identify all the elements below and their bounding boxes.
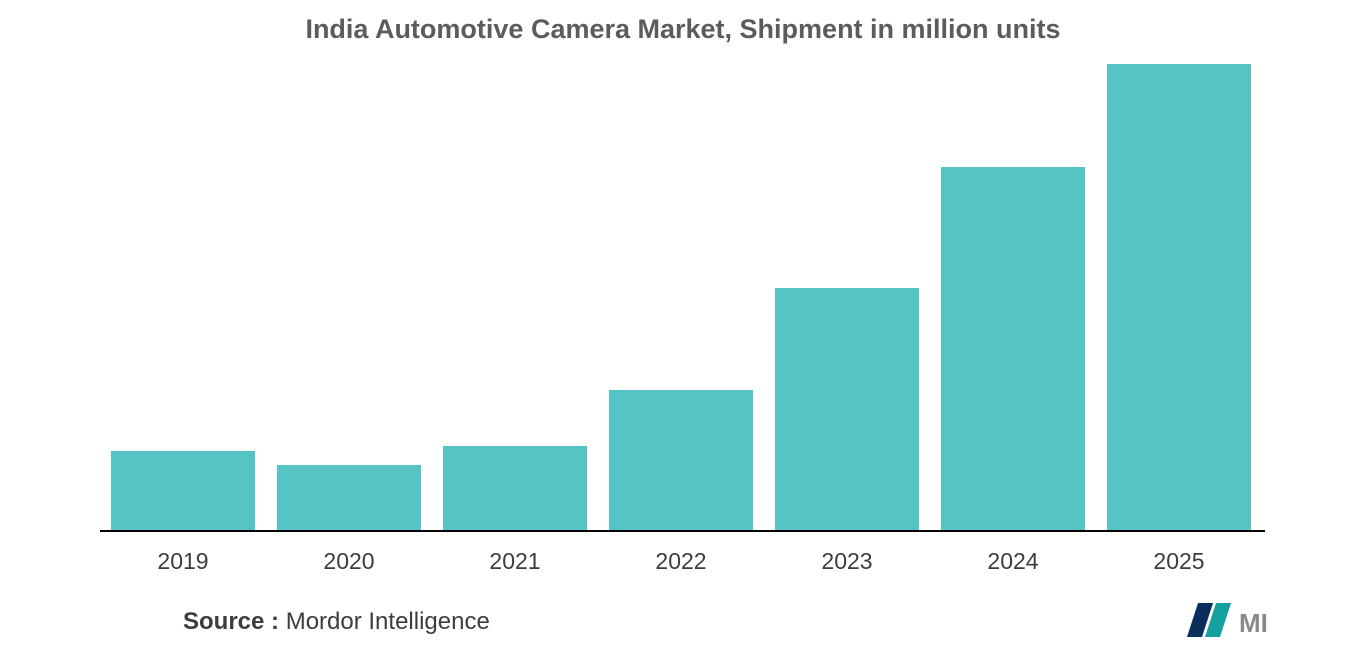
source-label: Source : <box>183 608 279 635</box>
xlabel-2022: 2022 <box>609 548 753 575</box>
chart-container: India Automotive Camera Market, Shipment… <box>0 0 1366 655</box>
chart-title: India Automotive Camera Market, Shipment… <box>0 14 1366 45</box>
source-attribution: Source : Mordor Intelligence <box>183 608 490 636</box>
plot-area <box>100 64 1265 530</box>
xlabel-2020: 2020 <box>277 548 421 575</box>
xlabel-2021: 2021 <box>443 548 587 575</box>
bar-2023 <box>775 288 919 530</box>
bar-2025 <box>1107 64 1251 530</box>
xlabel-2024: 2024 <box>941 548 1085 575</box>
bar-2024 <box>941 167 1085 530</box>
logo-text: MI <box>1239 608 1268 638</box>
bar-2021 <box>443 446 587 530</box>
mordor-logo: MI <box>1181 600 1271 640</box>
bar-2019 <box>111 451 255 530</box>
source-text: Mordor Intelligence <box>279 608 490 635</box>
mordor-logo-svg: MI <box>1181 600 1271 640</box>
bar-2022 <box>609 390 753 530</box>
xlabel-2025: 2025 <box>1107 548 1251 575</box>
xlabel-2023: 2023 <box>775 548 919 575</box>
bar-2020 <box>277 465 421 530</box>
x-axis-baseline <box>100 530 1265 532</box>
xlabel-2019: 2019 <box>111 548 255 575</box>
